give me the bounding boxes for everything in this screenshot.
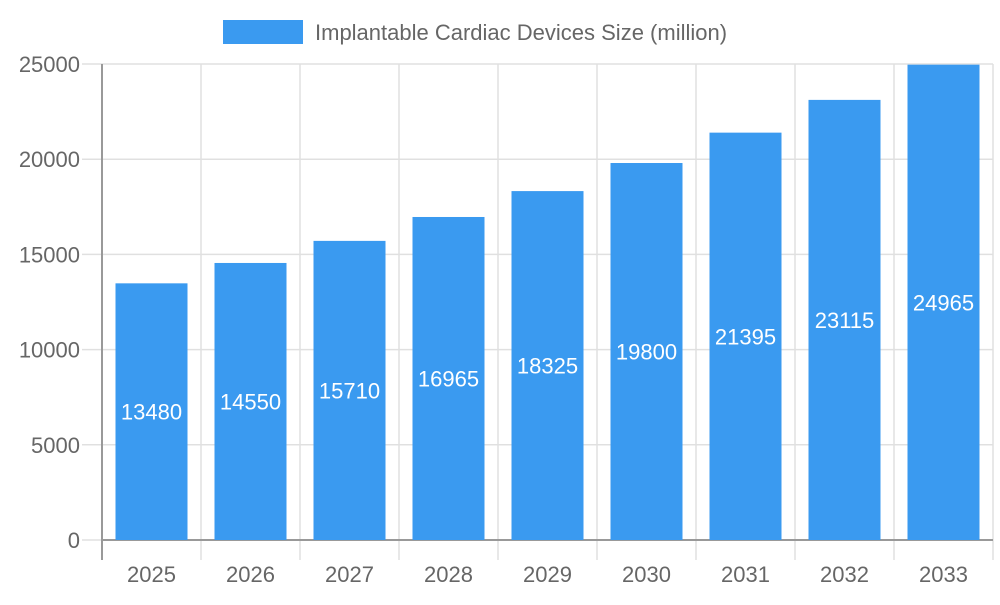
y-tick-label: 0 bbox=[68, 528, 80, 553]
x-tick-label: 2033 bbox=[919, 562, 968, 587]
data-label-2028: 16965 bbox=[418, 366, 479, 391]
bar-2029 bbox=[511, 191, 584, 541]
bar-2027 bbox=[313, 240, 386, 541]
x-axis: 2025 2026 2027 2028 2029 2030 2031 2032 2033 bbox=[127, 562, 968, 587]
data-label-2033: 24965 bbox=[913, 290, 974, 315]
bar-2032 bbox=[808, 99, 881, 540]
data-label-2030: 19800 bbox=[616, 340, 677, 365]
data-labels: 13480 14550 15710 16965 18325 19800 21395 23115… bbox=[121, 290, 974, 424]
x-tick-label: 2025 bbox=[127, 562, 176, 587]
x-tick-label: 2029 bbox=[523, 562, 572, 587]
legend[interactable]: Implantable Cardiac Devices Size (millio… bbox=[223, 20, 727, 45]
data-label-2025: 13480 bbox=[121, 400, 182, 425]
bars bbox=[115, 64, 980, 541]
y-tick-label: 15000 bbox=[19, 242, 80, 267]
bar-2033 bbox=[907, 64, 980, 541]
data-label-2031: 21395 bbox=[715, 324, 776, 349]
y-tick-label: 20000 bbox=[19, 147, 80, 172]
y-tick-label: 10000 bbox=[19, 338, 80, 363]
data-label-2027: 15710 bbox=[319, 378, 380, 403]
x-tick-label: 2032 bbox=[820, 562, 869, 587]
legend-label: Implantable Cardiac Devices Size (millio… bbox=[315, 20, 727, 45]
y-tick-label: 25000 bbox=[19, 52, 80, 77]
bar-2025 bbox=[115, 283, 188, 540]
x-tick-label: 2030 bbox=[622, 562, 671, 587]
legend-swatch bbox=[223, 20, 303, 44]
bar-2026 bbox=[214, 262, 287, 540]
x-tick-label: 2031 bbox=[721, 562, 770, 587]
y-tick-label: 5000 bbox=[31, 433, 80, 458]
data-label-2026: 14550 bbox=[220, 389, 281, 414]
x-tick-label: 2027 bbox=[325, 562, 374, 587]
x-tick-label: 2026 bbox=[226, 562, 275, 587]
bar-2031 bbox=[709, 132, 782, 540]
data-label-2029: 18325 bbox=[517, 354, 578, 379]
data-label-2032: 23115 bbox=[815, 308, 875, 333]
bar-2030 bbox=[610, 163, 683, 540]
x-tick-label: 2028 bbox=[424, 562, 473, 587]
y-axis: 0 5000 10000 15000 20000 25000 bbox=[19, 52, 80, 553]
bar-2028 bbox=[412, 216, 485, 541]
